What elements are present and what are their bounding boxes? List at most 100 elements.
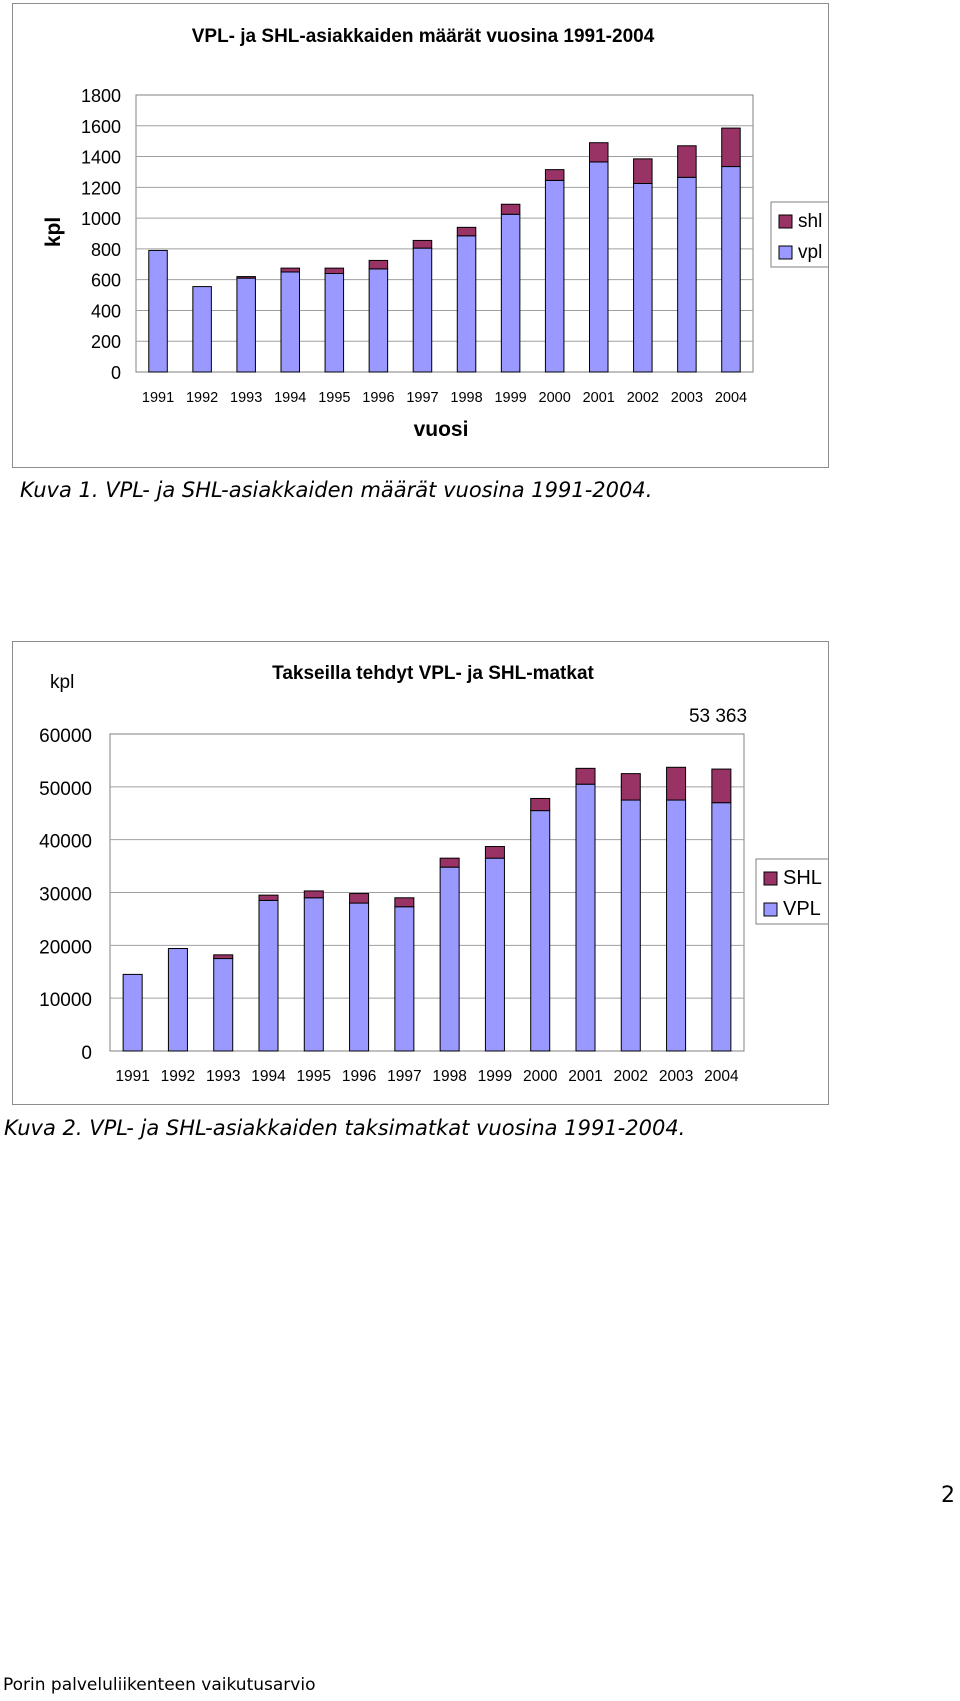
chart-1-title: VPL- ja SHL-asiakkaiden määrät vuosina 1… (192, 26, 655, 47)
chart-2-legend (755, 858, 828, 925)
chart-2-x-tick-label: 2003 (659, 1068, 693, 1085)
chart-2-y-tick-label: 20000 (39, 937, 92, 958)
chart-1-x-tick-label: 1991 (142, 390, 174, 406)
chart-1-bar-shl-2003 (677, 145, 697, 178)
figure-1-caption: Kuva 1. VPL- ja SHL-asiakkaiden määrät v… (20, 478, 653, 502)
chart-1-bar-vpl-2001 (588, 161, 609, 373)
chart-1-x-tick-label: 1997 (406, 390, 438, 406)
chart-2-y-tick-label: 60000 (39, 726, 92, 747)
chart-1-y-tick-label: 200 (91, 332, 121, 352)
chart-1-x-tick-label: 1999 (494, 390, 526, 406)
chart-1-bar-vpl-1991 (148, 249, 168, 373)
chart-2-bar-shl-2000 (530, 797, 551, 812)
chart-1-plot-area (135, 94, 754, 373)
chart-1-svg: VPL- ja SHL-asiakkaiden määrät vuosina 1… (42, 26, 828, 441)
chart-2-bar-vpl-1998 (439, 866, 460, 1052)
chart-1-x-tick-label: 1995 (318, 390, 350, 406)
chart-1-legend-label-shl: shl (798, 211, 822, 232)
chart-2-bar-shl-2003 (666, 766, 687, 801)
chart-1-bar-vpl-1996 (368, 268, 389, 373)
chart-2-y-tick-label: 50000 (39, 779, 92, 800)
chart-1-y-tick-label: 1000 (81, 209, 121, 229)
chart-1-bar-vpl-1992 (192, 286, 212, 373)
page-number: 2 (941, 1483, 955, 1508)
chart-2-x-tick-label: 1992 (161, 1068, 195, 1085)
chart-1-bar-shl-2001 (588, 142, 609, 163)
chart-1-y-tick-label: 1600 (81, 117, 121, 137)
chart-2-bar-shl-1997 (394, 897, 415, 908)
chart-2-x-tick-label: 1997 (387, 1068, 421, 1085)
chart-1-y-tick-label: 0 (111, 363, 121, 383)
chart-1-bar-vpl-1999 (500, 213, 521, 373)
chart-1-x-tick-label: 1996 (362, 390, 394, 406)
chart-1-y-tick-label: 1800 (81, 86, 121, 106)
chart-1-x-tick-label: 2002 (627, 390, 659, 406)
chart-1-bar-vpl-2003 (677, 176, 697, 373)
chart-2-y-tick-label: 40000 (39, 832, 92, 853)
chart-2-bar-vpl-1992 (167, 948, 188, 1052)
chart-1-bar-shl-2002 (633, 158, 653, 184)
chart-1-bar-shl-1993 (236, 276, 256, 279)
chart-2-annotation: 53 363 (689, 706, 747, 727)
chart-2-y-tick-label: 10000 (39, 990, 92, 1011)
chart-2-bar-shl-2004 (711, 768, 732, 804)
chart-1-bar-shl-1994 (280, 267, 301, 273)
chart-2-y-tick-label: 0 (81, 1043, 92, 1064)
chart-2-bar-shl-1996 (349, 893, 370, 904)
chart-1-x-tick-label: 1998 (450, 390, 482, 406)
chart-2-bar-vpl-1994 (258, 899, 279, 1052)
chart-2-legend-swatch-vpl (763, 902, 778, 917)
chart-2-x-tick-label: 2004 (704, 1068, 739, 1085)
chart-2-x-tick-label: 2000 (523, 1068, 558, 1085)
chart-1-x-tick-label: 2001 (583, 390, 615, 406)
chart-1-bar-vpl-2004 (721, 166, 741, 373)
chart-2-bar-shl-2001 (575, 767, 596, 785)
chart-2-bar-vpl-1999 (484, 857, 505, 1052)
chart-1-bar-vpl-1997 (412, 247, 433, 373)
chart-1-legend-swatch-vpl (778, 245, 793, 260)
chart-1-x-tick-label: 2000 (539, 390, 571, 406)
chart-2-bar-shl-1993 (213, 954, 234, 960)
chart-2-bar-vpl-2002 (620, 799, 641, 1052)
chart-2-x-tick-label: 2002 (614, 1068, 648, 1085)
chart-1-x-tick-label: 1993 (230, 390, 262, 406)
chart-1-x-tick-label: 1994 (274, 390, 306, 406)
chart-1-bar-shl-2000 (544, 169, 565, 181)
chart-2: kpl Takseilla tehdyt VPL- ja SHL-matkat 53… (12, 641, 829, 1105)
chart-1-legend-label-vpl: vpl (798, 242, 822, 263)
chart-1-bar-vpl-2000 (544, 179, 565, 373)
chart-2-legend-label-vpl: VPL (783, 898, 821, 920)
chart-2-bar-vpl-1995 (303, 897, 324, 1052)
chart-1-bar-shl-1996 (368, 259, 389, 270)
chart-2-bar-shl-2002 (620, 773, 641, 801)
chart-1-bar-shl-1999 (500, 203, 521, 215)
chart-2-x-tick-label: 1998 (432, 1068, 466, 1085)
chart-2-bar-vpl-2000 (530, 810, 551, 1052)
chart-1-y-axis-title: kpl (42, 217, 65, 247)
chart-2-y-axis-title: kpl (50, 672, 74, 693)
chart-1-y-tick-label: 600 (91, 271, 121, 291)
chart-1-bar-shl-1995 (324, 267, 345, 275)
chart-2-x-tick-label: 1991 (115, 1068, 149, 1085)
chart-2-svg: kpl Takseilla tehdyt VPL- ja SHL-matkat 53… (39, 663, 828, 1085)
chart-2-bar-vpl-1991 (122, 973, 143, 1052)
chart-2-x-tick-label: 1995 (297, 1068, 331, 1085)
chart-1: VPL- ja SHL-asiakkaiden määrät vuosina 1… (12, 3, 829, 468)
chart-2-y-tick-label: 30000 (39, 885, 92, 906)
chart-1-bar-vpl-1998 (456, 235, 477, 373)
chart-1-bar-vpl-1993 (236, 277, 256, 373)
chart-2-bar-vpl-1993 (213, 958, 234, 1052)
chart-2-x-tick-label: 1996 (342, 1068, 376, 1085)
chart-2-x-tick-label: 1993 (206, 1068, 240, 1085)
chart-1-bar-shl-1998 (456, 226, 477, 237)
chart-1-bar-vpl-2002 (633, 182, 653, 373)
chart-1-x-tick-label: 1992 (186, 390, 218, 406)
chart-2-bar-vpl-1996 (349, 902, 370, 1052)
chart-1-y-tick-label: 1400 (81, 148, 121, 168)
chart-2-bar-vpl-2001 (575, 783, 596, 1052)
chart-2-bar-shl-1995 (303, 890, 324, 899)
chart-2-legend-swatch-shl (763, 871, 778, 886)
chart-2-bar-vpl-1997 (394, 906, 415, 1052)
chart-1-y-tick-label: 800 (91, 240, 121, 260)
chart-2-x-tick-label: 1994 (251, 1068, 286, 1085)
